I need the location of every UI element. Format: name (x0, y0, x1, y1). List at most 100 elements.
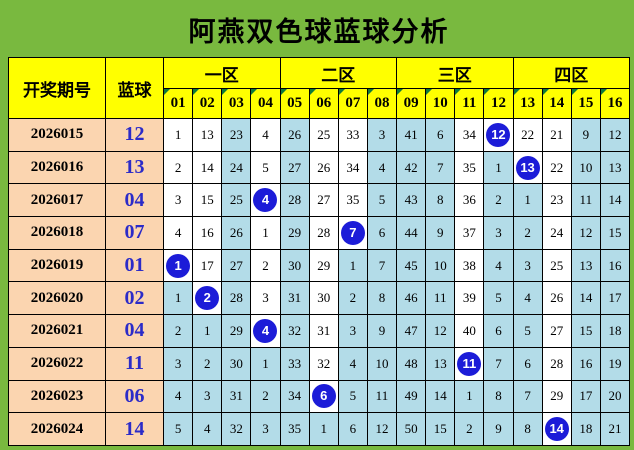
omission-cell: 7 (366, 248, 398, 283)
omission-cell: 30 (279, 248, 310, 283)
blue-ball-value-cell: 01 (105, 248, 164, 283)
blue-ball-value-cell: 13 (105, 150, 164, 185)
omission-cell: 3 (250, 412, 281, 446)
blue-ball-icon: 4 (253, 318, 278, 343)
omission-cell: 43 (395, 183, 427, 218)
omission-cell: 16 (192, 216, 223, 250)
omission-cell: 3 (337, 314, 368, 348)
omission-cell: 7 (512, 379, 543, 414)
omission-cell: 34 (454, 118, 485, 152)
column-header-blue: 蓝球 (105, 57, 164, 119)
table-row: 2026021 04 2 1 29 4 32 31 3 9 47 12 40 6 5 27 15 18 (8, 314, 631, 348)
omission-cell: 3 (162, 183, 194, 218)
period-cell: 2026022 (8, 346, 106, 381)
number-column-header: 13 (512, 88, 543, 119)
blue-ball-value-cell: 12 (105, 118, 164, 152)
omission-cell: 3 (250, 281, 281, 316)
omission-cell: 27 (279, 150, 310, 185)
omission-cell: 26 (279, 118, 310, 152)
omission-cell: 10 (366, 346, 398, 381)
number-column-header: 04 (250, 88, 281, 119)
omission-cell: 3 (483, 216, 514, 250)
blue-ball-icon: 13 (515, 155, 540, 180)
table-row: 2026023 06 4 3 31 2 34 6 5 11 49 14 1 8 7 29 17 20 (8, 379, 631, 414)
zone-header-row: 开奖期号 蓝球 一区 二区 三区 四区 (8, 57, 630, 119)
omission-cell: 27 (541, 314, 572, 348)
number-column-header: 10 (425, 88, 456, 119)
omission-cell: 6 (425, 118, 456, 152)
omission-cell: 23 (541, 183, 572, 218)
omission-cell: 30 (221, 346, 252, 381)
hit-ball-cell: 4 (250, 314, 281, 348)
omission-cell: 8 (425, 183, 456, 218)
omission-cell: 2 (337, 281, 368, 316)
omission-cell: 9 (570, 118, 601, 152)
omission-cell: 11 (570, 183, 601, 218)
omission-cell: 29 (308, 248, 339, 283)
blue-ball-icon: 11 (457, 351, 482, 376)
omission-cell: 7 (425, 150, 456, 185)
hit-ball-cell: 12 (483, 118, 514, 152)
omission-cell: 2 (250, 248, 281, 283)
omission-cell: 15 (570, 314, 601, 348)
hit-ball-cell: 1 (162, 248, 194, 283)
hit-ball-cell: 11 (454, 346, 485, 381)
omission-cell: 29 (221, 314, 252, 348)
omission-cell: 2 (192, 346, 223, 381)
omission-cell: 26 (221, 216, 252, 250)
omission-cell: 39 (454, 281, 485, 316)
omission-cell: 5 (337, 379, 368, 414)
omission-cell: 12 (366, 412, 398, 446)
omission-cell: 31 (308, 314, 339, 348)
omission-cell: 4 (366, 150, 398, 185)
omission-cell: 5 (366, 183, 398, 218)
period-cell: 2026019 (8, 248, 106, 283)
omission-cell: 37 (454, 216, 485, 250)
zone-header-1: 一区 (163, 57, 281, 89)
number-column-header: 07 (337, 88, 368, 119)
number-header-row: 01 02 03 04 05 06 07 08 09 10 11 12 13 14 15 16 (9, 88, 631, 119)
blue-ball-icon: 7 (340, 220, 365, 245)
omission-cell: 50 (395, 412, 427, 446)
table-row: 2026020 02 1 2 28 3 31 30 2 8 46 11 39 5 4 26 14 17 (8, 281, 631, 316)
omission-cell: 14 (192, 150, 223, 185)
table-row: 2026022 11 3 2 30 1 33 32 4 10 48 13 11 7 6 28 16 19 (8, 346, 631, 381)
omission-cell: 27 (308, 183, 339, 218)
blue-ball-value-cell: 07 (105, 216, 164, 250)
omission-cell: 4 (162, 379, 194, 414)
hit-ball-cell: 4 (250, 183, 281, 218)
omission-cell: 24 (541, 216, 572, 250)
omission-cell: 47 (395, 314, 427, 348)
omission-cell: 38 (454, 248, 485, 283)
table-row: 2026017 04 3 15 25 4 28 27 35 5 43 8 36 2 1 23 11 14 (8, 183, 631, 218)
zone-header-3: 三区 (396, 57, 514, 89)
omission-cell: 12 (599, 118, 631, 152)
omission-cell: 2 (162, 150, 194, 185)
omission-cell: 13 (192, 118, 223, 152)
omission-cell: 17 (599, 281, 631, 316)
omission-cell: 5 (483, 281, 514, 316)
omission-cell: 1 (162, 281, 194, 316)
table-row: 2026016 13 2 14 24 5 27 26 34 4 42 7 35 1 13 22 10 13 (8, 150, 631, 185)
omission-cell: 14 (425, 379, 456, 414)
omission-cell: 3 (366, 118, 398, 152)
omission-cell: 32 (308, 346, 339, 381)
omission-cell: 4 (250, 118, 281, 152)
omission-cell: 41 (395, 118, 427, 152)
omission-cell: 1 (162, 118, 194, 152)
omission-cell: 5 (512, 314, 543, 348)
zone-header-4: 四区 (512, 57, 630, 89)
omission-cell: 45 (395, 248, 427, 283)
table-row: 2026015 12 1 13 23 4 26 25 33 3 41 6 34 12 22 21 9 12 (8, 118, 631, 152)
omission-cell: 14 (599, 183, 631, 218)
blue-ball-value-cell: 04 (105, 314, 164, 348)
omission-cell: 2 (512, 216, 543, 250)
omission-cell: 18 (570, 412, 601, 446)
omission-cell: 8 (512, 412, 543, 446)
omission-cell: 1 (454, 379, 485, 414)
omission-cell: 6 (512, 346, 543, 381)
period-cell: 2026018 (8, 216, 106, 250)
lottery-analysis-panel: 阿燕双色球蓝球分析 开奖期号 蓝球 一区 二区 三区 四区 01 02 03 04 05… (8, 8, 631, 446)
number-column-header: 02 (192, 88, 223, 119)
omission-cell: 4 (192, 412, 223, 446)
